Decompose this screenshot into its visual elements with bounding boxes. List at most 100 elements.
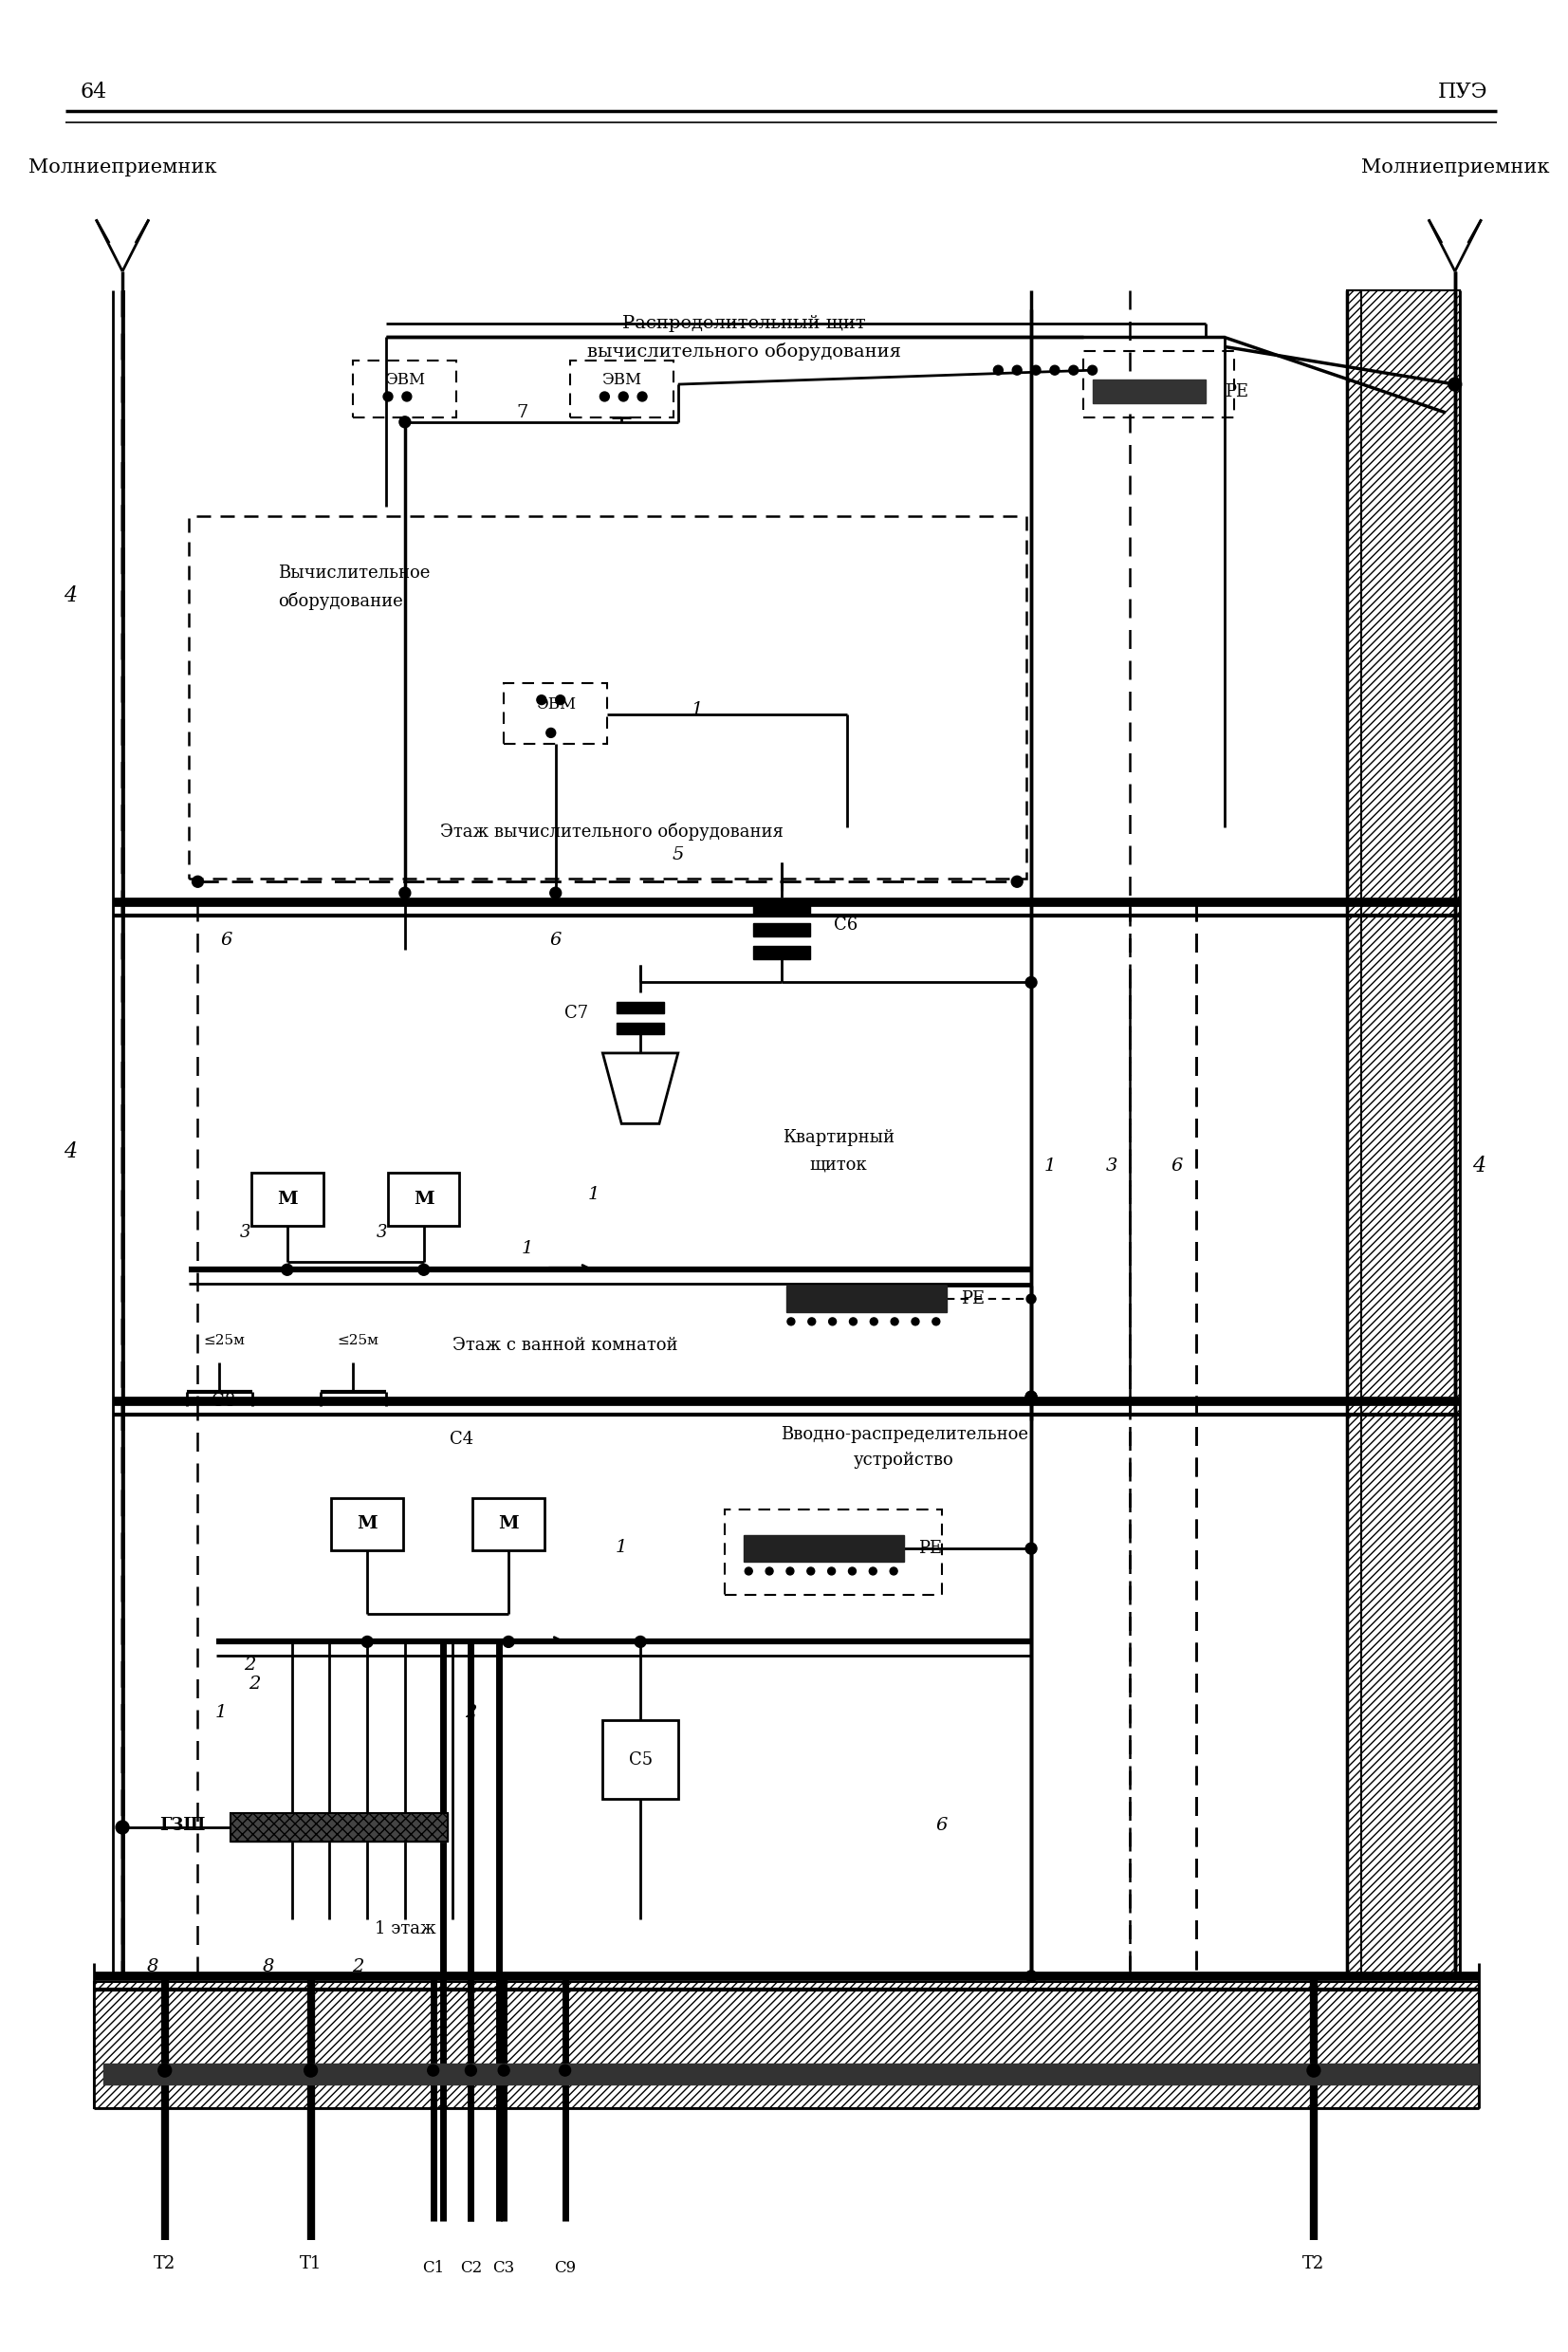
Circle shape [1308, 2063, 1320, 2077]
Text: оборудование: оборудование [278, 593, 403, 609]
Circle shape [765, 1566, 773, 1576]
Text: Этаж с ванной комнатой: Этаж с ванной комнатой [453, 1336, 677, 1355]
Text: 1: 1 [1044, 1157, 1055, 1174]
Circle shape [555, 696, 564, 706]
Bar [331, 1498, 403, 1550]
Text: С8: С8 [212, 1392, 235, 1411]
Text: РЕ: РЕ [919, 1541, 942, 1557]
Text: С2: С2 [459, 2260, 481, 2277]
Text: 6: 6 [1171, 1157, 1182, 1174]
Text: 1: 1 [588, 1185, 599, 1202]
Text: устройство: устройство [855, 1451, 955, 1468]
Circle shape [1025, 976, 1036, 988]
Text: 1: 1 [616, 1538, 627, 1557]
Circle shape [158, 2063, 171, 2077]
Circle shape [503, 1637, 514, 1646]
Bar [743, 1536, 905, 1562]
Text: Т2: Т2 [1303, 2256, 1325, 2272]
Bar [94, 1983, 1479, 2107]
Text: С7: С7 [564, 1004, 588, 1023]
Bar [472, 1498, 544, 1550]
Circle shape [850, 1317, 858, 1324]
Text: 8: 8 [147, 1959, 158, 1976]
Bar [1347, 289, 1460, 1976]
Circle shape [1032, 365, 1041, 374]
Text: 5: 5 [673, 847, 684, 863]
Bar [230, 1813, 447, 1842]
Circle shape [848, 1566, 856, 1576]
Text: С4: С4 [450, 1430, 474, 1449]
Bar [753, 946, 811, 960]
Text: 2: 2 [248, 1675, 260, 1693]
Text: М: М [499, 1515, 519, 1534]
Circle shape [1027, 1294, 1036, 1303]
Text: ГЗШ: ГЗШ [160, 1816, 205, 1835]
Text: 1: 1 [691, 701, 702, 717]
Text: С3: С3 [492, 2260, 514, 2277]
Circle shape [282, 1263, 293, 1275]
Text: 4: 4 [1472, 1155, 1485, 1176]
Circle shape [619, 393, 629, 402]
Circle shape [400, 416, 411, 428]
Text: Т2: Т2 [154, 2256, 176, 2272]
Circle shape [1011, 875, 1022, 887]
Text: 2: 2 [243, 1656, 256, 1675]
Text: 4: 4 [64, 586, 77, 607]
Circle shape [550, 887, 561, 898]
Circle shape [419, 1263, 430, 1275]
Circle shape [829, 1317, 836, 1324]
Circle shape [383, 393, 392, 402]
Text: Молниеприемник: Молниеприемник [28, 158, 216, 176]
Circle shape [1025, 1392, 1036, 1402]
Circle shape [1449, 379, 1461, 390]
Circle shape [401, 393, 411, 402]
Text: 64: 64 [80, 82, 107, 103]
Text: РЕ: РЕ [1225, 383, 1248, 400]
Text: М: М [414, 1190, 434, 1207]
Bar [353, 360, 456, 416]
Circle shape [1088, 365, 1098, 374]
Text: щиток: щиток [809, 1155, 867, 1174]
Bar [103, 2063, 1479, 2084]
Circle shape [362, 1637, 373, 1646]
Bar [251, 1174, 323, 1225]
Bar [1083, 350, 1234, 416]
Text: ЭВМ: ЭВМ [536, 696, 575, 713]
Text: ПУЭ: ПУЭ [1438, 82, 1488, 103]
Text: 2: 2 [351, 1959, 364, 1976]
Circle shape [635, 1637, 646, 1646]
Circle shape [891, 1317, 898, 1324]
Circle shape [499, 2065, 510, 2077]
Circle shape [911, 1317, 919, 1324]
Text: ≤25м: ≤25м [204, 1334, 245, 1348]
Bar [616, 1002, 663, 1014]
Circle shape [193, 875, 204, 887]
Circle shape [933, 1317, 939, 1324]
Circle shape [1025, 1543, 1036, 1555]
Text: С5: С5 [629, 1750, 652, 1769]
Text: С9: С9 [554, 2260, 575, 2277]
Text: С1: С1 [422, 2260, 444, 2277]
Text: Вводно-распределительное: Вводно-распределительное [781, 1425, 1029, 1444]
Bar [230, 1813, 447, 1842]
Bar [616, 1023, 663, 1035]
Circle shape [116, 1820, 129, 1835]
Circle shape [1051, 365, 1060, 374]
Circle shape [400, 887, 411, 898]
Circle shape [828, 1566, 836, 1576]
Circle shape [1025, 1392, 1036, 1402]
Circle shape [1069, 365, 1079, 374]
Bar [753, 922, 811, 936]
Bar [753, 901, 811, 913]
Text: М: М [358, 1515, 378, 1534]
Circle shape [1013, 365, 1022, 374]
Text: вычислительного оборудования: вычислительного оборудования [586, 343, 902, 360]
Circle shape [304, 2063, 317, 2077]
Text: 3: 3 [1105, 1157, 1116, 1174]
Circle shape [808, 1566, 815, 1576]
Text: 1 этаж: 1 этаж [375, 1922, 436, 1938]
Circle shape [466, 2065, 477, 2077]
Bar [1093, 379, 1206, 402]
Circle shape [638, 393, 648, 402]
Circle shape [560, 2065, 571, 2077]
